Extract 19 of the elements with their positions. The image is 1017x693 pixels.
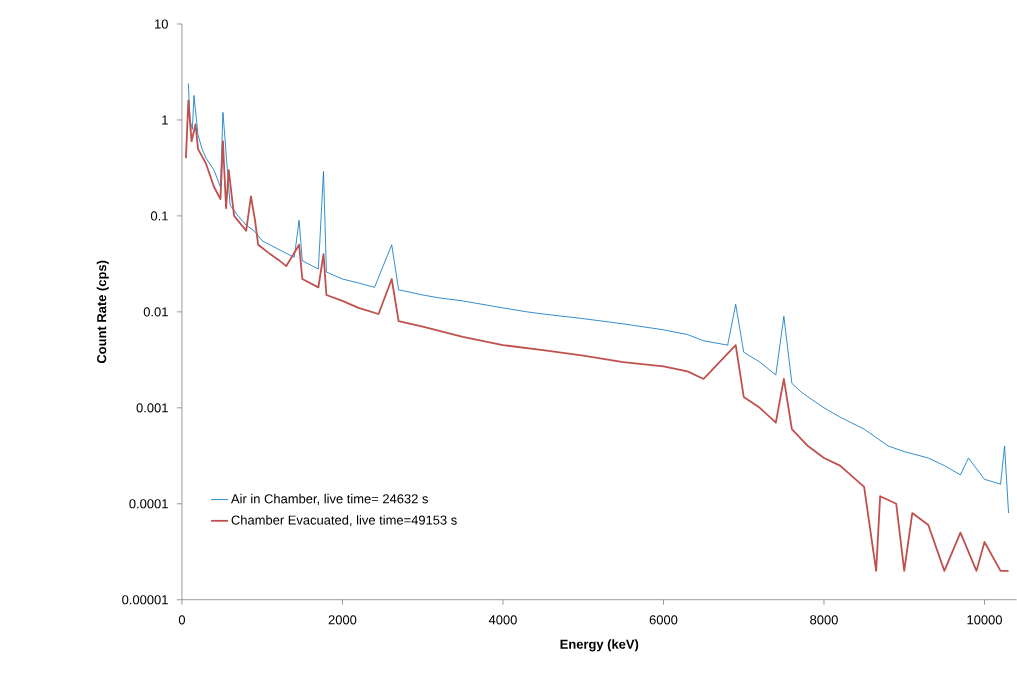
y-tick-label: 1 xyxy=(162,115,168,125)
x-tick-label: 8000 xyxy=(810,615,838,625)
y-axis-title: Count Rate (cps) xyxy=(96,260,109,364)
x-tick-label: 4000 xyxy=(488,615,517,625)
x-tick-label: 6000 xyxy=(649,615,678,625)
x-axis-title: Energy (keV) xyxy=(560,639,639,652)
legend-label: Air in Chamber, live time= 24632 s xyxy=(230,494,428,506)
x-tick-label: 0 xyxy=(178,615,186,625)
y-tick-label: 0.0001 xyxy=(129,499,168,509)
y-tick-label: 10 xyxy=(155,19,168,29)
x-tick-label: 10000 xyxy=(967,615,1002,625)
y-tick-label: 0.00001 xyxy=(122,595,168,605)
x-tick-label: 2000 xyxy=(328,615,357,625)
y-tick-label: 0.01 xyxy=(143,307,168,317)
legend-label: Chamber Evacuated, live time=49153 s xyxy=(231,515,457,527)
y-tick-label: 0.1 xyxy=(150,211,168,221)
line-series xyxy=(187,83,1009,514)
y-tick-label: 0.001 xyxy=(136,403,168,413)
line-series xyxy=(185,99,1010,572)
